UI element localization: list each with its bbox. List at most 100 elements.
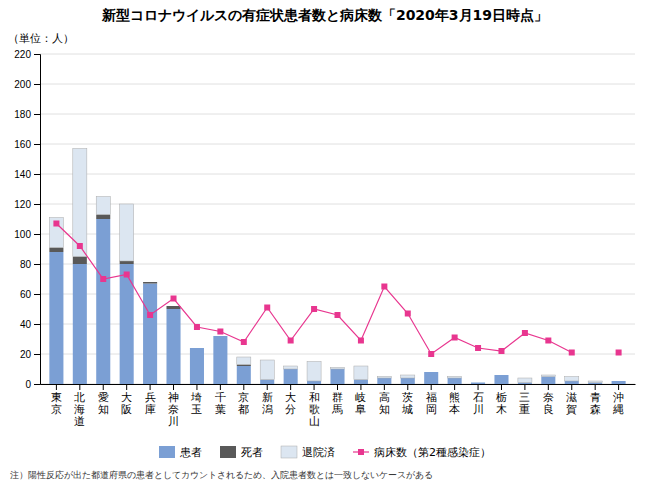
bar <box>166 306 180 309</box>
x-tick-label-line: 青 <box>590 391 601 403</box>
x-tick: 福岡 <box>426 384 437 415</box>
grid-line <box>40 114 635 115</box>
x-tick: 北海道 <box>74 384 85 427</box>
x-tick-label-line: 馬 <box>331 403 343 415</box>
bar <box>471 383 485 385</box>
x-tick: 熊本 <box>449 384 460 415</box>
bar <box>354 366 368 380</box>
x-tick-label-line: 兵 <box>145 391 156 403</box>
bar <box>96 197 110 215</box>
x-tick-label-line: 三 <box>519 391 530 403</box>
marks <box>49 149 625 385</box>
y-tick: 200 <box>14 79 40 90</box>
x-tick: 沖縄 <box>612 384 624 415</box>
x-tick-label-line: 千 <box>215 391 226 403</box>
grid-line <box>40 84 635 85</box>
bar <box>612 381 626 382</box>
y-tick-mark <box>34 174 40 175</box>
x-tick-label: 熊本 <box>449 391 460 415</box>
marker <box>194 324 200 330</box>
bar <box>96 219 110 384</box>
chart: 020406080100120140160180200220東京北海道愛知大阪兵… <box>0 0 650 488</box>
bar <box>471 382 485 383</box>
y-tick-label: 140 <box>14 169 31 180</box>
x-tick-label: 新潟 <box>262 391 273 415</box>
legend-swatch <box>159 446 175 458</box>
x-tick: 新潟 <box>262 384 273 415</box>
y-tick-mark <box>34 54 40 55</box>
y-tick-label: 120 <box>14 199 31 210</box>
x-tick: 京都 <box>238 384 249 415</box>
marker <box>522 330 528 336</box>
x-tick-mark <box>103 384 104 390</box>
marker <box>569 350 575 356</box>
bar <box>190 348 204 384</box>
x-tick-mark <box>243 384 244 390</box>
x-tick-label: 青森 <box>590 391 601 415</box>
y-tick-label: 60 <box>20 289 32 300</box>
legend-item: 死者 <box>220 446 263 459</box>
bar <box>143 284 157 385</box>
x-tick-mark <box>126 384 127 390</box>
y-tick-label: 180 <box>14 109 31 120</box>
x-tick-label: 和歌山 <box>309 391 320 427</box>
y-tick-mark <box>34 264 40 265</box>
x-tick-label-line: 奈 <box>543 391 554 403</box>
y-tick: 140 <box>14 169 40 180</box>
bar <box>377 378 391 379</box>
grid-line <box>40 174 635 175</box>
x-tick-label-line: 神 <box>168 391 179 403</box>
bar <box>166 309 180 384</box>
x-tick-label-line: 歌 <box>309 403 320 415</box>
x-tick-mark <box>267 384 268 390</box>
bar <box>494 375 508 376</box>
bar <box>612 381 626 382</box>
bar <box>49 248 63 253</box>
x-tick-mark <box>56 384 57 390</box>
title: 新型コロナウイルスの有症状患者数と病床数「2020年3月19日時点」 <box>101 7 548 23</box>
plot: 020406080100120140160180200220東京北海道愛知大阪兵… <box>14 49 635 427</box>
y-tick: 80 <box>20 259 40 270</box>
legend-label: 病床数（第2種感染症） <box>374 446 491 459</box>
x-tick-label-line: 東 <box>51 391 62 403</box>
x-tick-label: 京都 <box>238 391 249 415</box>
x-tick: 奈良 <box>543 384 554 415</box>
x-tick-label: 東京 <box>51 391 62 415</box>
x-tick-label: 三重 <box>519 391 530 415</box>
bar <box>518 378 532 383</box>
x-tick-mark <box>571 384 572 390</box>
bar <box>166 306 180 307</box>
marker <box>147 312 153 318</box>
x-tick-label-line: 賀 <box>566 403 577 415</box>
marker <box>405 311 411 317</box>
y-tick: 220 <box>14 49 40 60</box>
bar <box>541 375 555 377</box>
x-tick-mark <box>196 384 197 390</box>
y-tick-label: 40 <box>20 319 32 330</box>
x-tick-label-line: 良 <box>543 403 554 415</box>
x-tick-label: 石川 <box>473 391 484 415</box>
y-tick-label: 100 <box>14 229 31 240</box>
bar <box>494 375 508 384</box>
bar <box>565 381 579 384</box>
x-tick-label-line: 北 <box>74 391 85 403</box>
y-tick: 160 <box>14 139 40 150</box>
bar <box>424 372 438 373</box>
bar <box>73 264 87 384</box>
x-tick-label-line: 沖 <box>613 391 624 403</box>
x-tick-label-line: 石 <box>473 391 484 403</box>
y-tick-mark <box>34 324 40 325</box>
y-axis-line <box>34 55 41 385</box>
x-tick: 栃木 <box>496 384 507 415</box>
bar <box>377 378 391 384</box>
x-tick-mark <box>150 384 151 390</box>
x-tick-label-line: 岐 <box>355 391 366 403</box>
x-tick-label-line: 奈 <box>168 403 179 415</box>
x-tick-label-line: 庫 <box>145 403 156 415</box>
x-tick-label: 大分 <box>285 391 296 415</box>
x-tick-mark <box>360 384 361 390</box>
bar <box>330 369 344 370</box>
y-tick-mark <box>34 354 40 355</box>
x-tick-label-line: 大 <box>285 391 296 403</box>
x-tick-label-line: 玉 <box>191 403 202 415</box>
